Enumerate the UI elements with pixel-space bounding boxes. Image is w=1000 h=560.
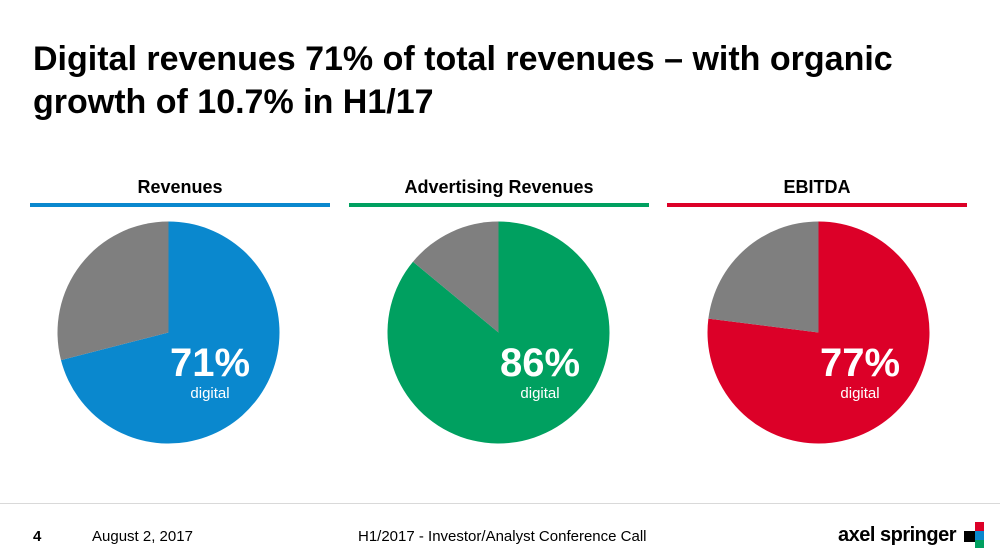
footer-divider [0, 503, 1000, 504]
ebitda-digital-label: digital [840, 385, 879, 402]
revenues-title-rule [30, 203, 330, 207]
ebitda-panel-title: EBITDA [783, 177, 851, 197]
advertising-revenues-digital-label: digital [520, 385, 559, 402]
revenues-panel-title: Revenues [137, 177, 223, 197]
advertising-revenues-title-rule [349, 203, 649, 207]
event-name: H1/2017 - Investor/Analyst Conference Ca… [358, 528, 647, 545]
presentation-date: August 2, 2017 [92, 528, 193, 545]
revenues-slice-digital [60, 221, 280, 444]
ebitda-pie-chart: 77%digital [707, 221, 930, 444]
advertising-revenues-slice-other [412, 221, 499, 333]
advertising-revenues-panel-title: Advertising Revenues [404, 177, 594, 197]
advertising-revenues-pie-chart: 86%digital [387, 221, 610, 444]
revenues-percentage-label: 71% [170, 341, 250, 385]
revenues-slice-other [57, 221, 169, 361]
page-number: 4 [33, 528, 42, 545]
slide-title: Digital revenues 71% of total revenues –… [33, 40, 893, 121]
revenues-digital-label: digital [190, 385, 229, 402]
advertising-revenues-percentage-label: 86% [500, 341, 580, 385]
logo-wordmark: axel springer [838, 524, 957, 546]
revenues-pie-chart: 71%digital [57, 221, 280, 444]
ebitda-percentage-label: 77% [820, 341, 900, 385]
logo-squares-icon [964, 522, 994, 548]
ebitda-slice-other [708, 221, 819, 333]
ebitda-title-rule [667, 203, 967, 207]
